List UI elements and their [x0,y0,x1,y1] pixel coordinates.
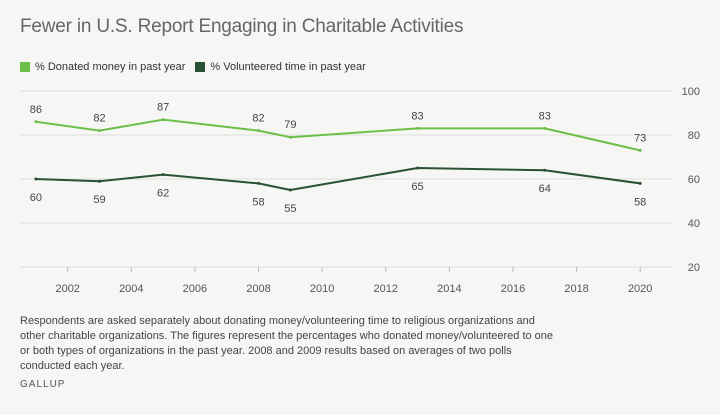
y-tick-label-80: 80 [688,130,700,142]
data-point-volunteered-2003 [98,180,101,183]
y-tick-label-100: 100 [682,86,700,98]
data-point-donated-2013 [416,127,419,130]
y-tick-label-60: 60 [688,174,700,186]
source-credit: GALLUP [20,379,65,390]
data-label-donated-2013: 83 [411,110,423,122]
x-tick-label-2004: 2004 [119,283,143,295]
data-label-volunteered-2009: 55 [284,203,296,215]
data-label-donated-2020: 73 [634,132,646,144]
data-point-volunteered-2008 [257,182,260,185]
data-label-volunteered-2003: 59 [93,194,105,206]
data-label-donated-2001: 86 [30,104,42,116]
x-tick-label-2002: 2002 [55,283,79,295]
x-tick-label-2010: 2010 [310,283,334,295]
x-tick-label-2018: 2018 [564,283,588,295]
data-point-donated-2003 [98,129,101,132]
data-label-donated-2009: 79 [284,119,296,131]
x-tick-label-2014: 2014 [437,283,461,295]
data-label-volunteered-2017: 64 [539,183,551,195]
data-label-volunteered-2020: 58 [634,196,646,208]
data-label-donated-2008: 82 [252,113,264,125]
x-tick-label-2006: 2006 [183,283,207,295]
data-point-donated-2009 [289,136,292,139]
data-point-volunteered-2001 [34,178,37,181]
data-label-volunteered-2008: 58 [252,196,264,208]
x-tick-label-2020: 2020 [628,283,652,295]
data-point-donated-2017 [543,127,546,130]
data-label-volunteered-2013: 65 [411,181,423,193]
data-point-donated-2008 [257,129,260,132]
data-point-volunteered-2005 [162,173,165,176]
data-label-donated-2003: 82 [93,113,105,125]
x-tick-label-2008: 2008 [246,283,270,295]
chart-note: Respondents are asked separately about d… [20,314,560,374]
data-point-donated-2020 [639,149,642,152]
x-tick-label-2016: 2016 [501,283,525,295]
data-label-donated-2005: 87 [157,102,169,114]
data-point-volunteered-2020 [639,182,642,185]
y-tick-label-20: 20 [688,262,700,274]
x-tick-label-2012: 2012 [374,283,398,295]
data-point-volunteered-2013 [416,167,419,170]
data-point-donated-2005 [162,118,165,121]
data-point-volunteered-2017 [543,169,546,172]
data-point-volunteered-2009 [289,189,292,192]
y-tick-label-40: 40 [688,218,700,230]
data-point-donated-2001 [34,120,37,123]
data-label-volunteered-2005: 62 [157,188,169,200]
data-label-donated-2017: 83 [539,110,551,122]
data-label-volunteered-2001: 60 [30,192,42,204]
